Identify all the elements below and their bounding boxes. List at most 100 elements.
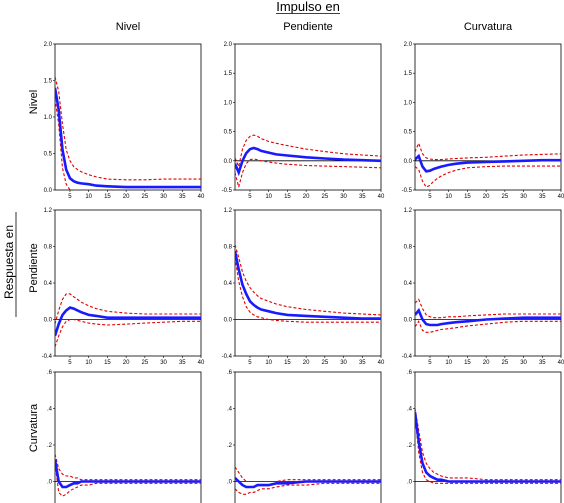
panel-nivel-nivel-xtick-label: 15	[104, 194, 111, 200]
panel-curvatura-curvatura-ytick-label: .6	[407, 370, 413, 376]
panel-nivel-nivel-response-line	[55, 87, 201, 189]
panel-nivel-pendiente-ytick-label: 0.5	[224, 130, 233, 136]
column-title-curvatura: Curvatura	[464, 21, 513, 33]
panel-pendiente-pendiente-ytick-label: 0.0	[224, 318, 233, 324]
panel-nivel-curvatura-upper-band	[415, 141, 561, 161]
panel-nivel-nivel-lower-band	[55, 98, 72, 190]
panel-curvatura-nivel-series	[55, 453, 201, 497]
panel-pendiente-curvatura-xtick-label: 25	[502, 360, 509, 366]
panel-pendiente-curvatura-upper-band	[415, 298, 561, 319]
panel-grid: 0.0 0.5 1.0 1.5 2.0 5 10 15 20 25 30 35 40 -0.5 0.0 0.5…	[42, 42, 564, 503]
panel-curvatura-nivel-upper-band	[55, 453, 201, 481]
panel-curvatura-curvatura-ytick-label: .2	[407, 443, 413, 449]
panel-curvatura-nivel-lower-band	[55, 463, 201, 497]
panel-nivel-nivel-series	[55, 76, 201, 190]
panel-pendiente-pendiente-ytick-label: 1.2	[224, 208, 233, 214]
panel-curvatura-nivel-ytick-label: .2	[47, 443, 53, 449]
panel-nivel-pendiente-series	[235, 134, 381, 188]
panel-nivel-nivel-xtick-label: 20	[123, 194, 130, 200]
panel-nivel-pendiente-ytick-label: 2.0	[224, 42, 233, 48]
panel-curvatura-curvatura-series	[415, 408, 561, 484]
panel-curvatura-pendiente-response-line	[235, 476, 381, 489]
panel-nivel-curvatura-frame	[414, 43, 562, 191]
panel-nivel-nivel-xtick-label: 10	[85, 194, 92, 200]
panel-nivel-pendiente-xtick-label: 35	[359, 194, 366, 200]
panel-pendiente-curvatura-xtick-label: 15	[464, 360, 471, 366]
panel-curvatura-pendiente-series	[235, 466, 381, 495]
panel-pendiente-nivel-xtick-label: 25	[142, 360, 149, 366]
panel-pendiente-nivel-ytick-label: -0.4	[42, 354, 53, 360]
panel-nivel-curvatura: -0.5 0.0 0.5 1.0 1.5 2.0 5 10 15 20 25 30 35 40	[402, 42, 564, 200]
panel-pendiente-pendiente-ytick-label: 0.8	[224, 245, 233, 251]
panel-pendiente-curvatura-xtick-label: 40	[558, 360, 564, 366]
panel-pendiente-nivel-series	[55, 293, 201, 348]
panel-curvatura-pendiente-ytick-label: .0	[227, 480, 233, 486]
panel-pendiente-pendiente-xtick-label: 10	[265, 360, 272, 366]
panel-curvatura-pendiente-ytick-label: .2	[227, 443, 233, 449]
panel-pendiente-pendiente: -0.4 0.0 0.4 0.8 1.2 5 10 15 20 25 30 35 40	[222, 208, 385, 366]
panel-nivel-curvatura-xtick-label: 20	[483, 194, 490, 200]
panel-nivel-pendiente-xtick-label: 15	[284, 194, 291, 200]
panel-nivel-pendiente-xtick-label: 5	[248, 194, 252, 200]
figure-ylabel: Respuesta en	[2, 225, 16, 299]
panel-curvatura-pendiente-ytick-label: .4	[227, 407, 233, 413]
panel-nivel-nivel-ytick-label: 0.0	[44, 188, 53, 194]
panel-nivel-nivel-ytick-label: 2.0	[44, 42, 53, 48]
panel-pendiente-pendiente-frame	[234, 209, 382, 357]
panel-nivel-pendiente-response-line	[235, 146, 381, 177]
row-title-nivel: Nivel	[28, 90, 40, 114]
panel-nivel-curvatura-ytick-label: 0.0	[404, 159, 413, 165]
panel-pendiente-nivel-xtick-label: 5	[68, 360, 72, 366]
panel-pendiente-pendiente-response-line	[235, 250, 381, 320]
row-title-pendiente: Pendiente	[28, 243, 40, 293]
column-title-nivel: Nivel	[116, 21, 140, 33]
panel-curvatura-pendiente-lower-band	[235, 482, 381, 495]
panel-pendiente-curvatura-xtick-label: 20	[483, 360, 490, 366]
panel-curvatura-curvatura: -.2.0.2.4.6510152025303540	[407, 370, 562, 503]
panel-nivel-nivel-frame	[54, 43, 202, 191]
panel-curvatura-curvatura-response-line	[415, 411, 561, 483]
panel-nivel-curvatura-xtick-label: 5	[428, 194, 432, 200]
panel-pendiente-nivel-xtick-label: 20	[123, 360, 130, 366]
panel-curvatura-pendiente-upper-band	[235, 466, 381, 483]
row-title-curvatura: Curvatura	[28, 403, 40, 452]
panel-nivel-pendiente-ytick-label: 1.5	[224, 71, 233, 77]
panel-pendiente-nivel-xtick-label: 35	[179, 360, 186, 366]
panel-pendiente-curvatura-xtick-label: 10	[445, 360, 452, 366]
panel-pendiente-curvatura-ytick-label: 1.2	[404, 208, 413, 214]
panel-nivel-nivel-xtick-label: 35	[179, 194, 186, 200]
panel-nivel-pendiente-upper-band	[235, 134, 381, 169]
panel-pendiente-pendiente-upper-band	[235, 244, 381, 316]
panel-nivel-curvatura-lower-band	[415, 165, 561, 188]
panel-curvatura-nivel-ytick-label: .4	[47, 407, 53, 413]
panel-pendiente-nivel-ytick-label: 1.2	[44, 208, 53, 214]
panel-curvatura-nivel-ytick-label: .0	[47, 480, 53, 486]
panel-nivel-nivel: 0.0 0.5 1.0 1.5 2.0 5 10 15 20 25 30 35 40	[44, 42, 205, 200]
panel-nivel-curvatura-ytick-label: 1.0	[404, 100, 413, 106]
panel-curvatura-nivel-response-line	[55, 459, 201, 489]
panel-nivel-pendiente-ytick-label: 1.0	[224, 100, 233, 106]
panel-pendiente-curvatura-lower-band	[415, 320, 561, 333]
panel-pendiente-curvatura-ytick-label: 0.0	[404, 318, 413, 324]
panel-curvatura-pendiente-ytick-label: .6	[227, 370, 233, 376]
panel-pendiente-nivel-ytick-label: 0.8	[44, 245, 53, 251]
panel-nivel-curvatura-xtick-label: 40	[558, 194, 564, 200]
panel-nivel-nivel-upper-band	[55, 76, 201, 181]
panel-pendiente-nivel-xtick-label: 10	[85, 360, 92, 366]
panel-pendiente-nivel-xtick-label: 40	[198, 360, 205, 366]
panel-pendiente-curvatura-response-line	[415, 307, 561, 327]
column-title-pendiente: Pendiente	[283, 21, 333, 33]
panel-nivel-nivel-xtick-label: 25	[142, 194, 149, 200]
panel-pendiente-nivel-frame	[54, 209, 202, 357]
panel-nivel-curvatura-response-line	[415, 153, 561, 173]
panel-nivel-pendiente-lower-band	[235, 158, 381, 188]
panel-curvatura-pendiente: -.2.0.2.4.6510152025303540	[227, 370, 382, 503]
panel-pendiente-curvatura-xtick-label: 35	[539, 360, 546, 366]
panel-pendiente-nivel-ytick-label: 0.0	[44, 318, 53, 324]
panel-nivel-curvatura-xtick-label: 15	[464, 194, 471, 200]
panel-nivel-curvatura-xtick-label: 30	[520, 194, 527, 200]
panel-pendiente-pendiente-xtick-label: 40	[378, 360, 385, 366]
panel-pendiente-curvatura-xtick-label: 5	[428, 360, 432, 366]
panel-nivel-pendiente-ytick-label: -0.5	[222, 188, 233, 194]
